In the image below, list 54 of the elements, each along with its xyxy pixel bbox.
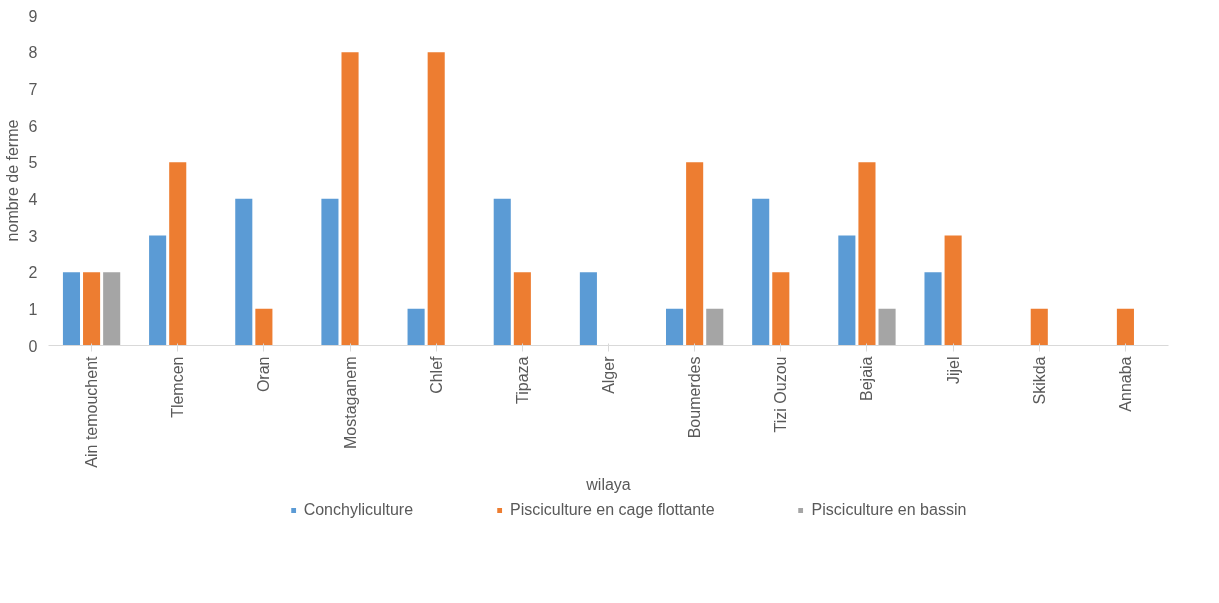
x-tick-label: Boumerdes: [686, 356, 704, 439]
bar: [235, 198, 253, 346]
bar: [944, 235, 962, 346]
legend-label: Conchyliculture: [303, 501, 414, 519]
bar: [579, 272, 597, 346]
x-tick-label: Alger: [600, 355, 617, 394]
y-tick-label: 7: [28, 80, 38, 98]
y-tick-label: 4: [28, 190, 38, 208]
y-axis-title: nombre de ferme: [3, 119, 21, 242]
x-tick-label: Bejaia: [858, 356, 876, 401]
bar: [1030, 308, 1048, 346]
bar: [752, 198, 770, 346]
bar: [666, 308, 684, 346]
bar: [341, 52, 359, 346]
x-tick-label: Oran: [255, 356, 273, 393]
x-tick-label: Mostaganem: [341, 356, 359, 449]
y-tick-label: 9: [28, 7, 38, 25]
x-tick-label: Annaba: [1116, 356, 1134, 412]
bar: [858, 162, 876, 346]
bar: [706, 308, 724, 346]
bar: [838, 235, 856, 346]
y-tick-label: 0: [28, 337, 38, 355]
bar: [513, 272, 531, 346]
x-tick-label: Tizi Ouzou: [772, 356, 790, 433]
bar: [772, 272, 790, 346]
bar: [878, 308, 896, 346]
y-tick-label: 8: [28, 44, 38, 62]
x-tick-label: Ain temouchent: [83, 355, 101, 468]
bar: [321, 198, 339, 346]
y-tick-label: 6: [28, 117, 38, 135]
bar: [103, 272, 121, 346]
legend-label: Pisciculture en bassin: [811, 501, 967, 519]
bar: [255, 308, 273, 346]
x-tick-label: Skikda: [1030, 356, 1048, 405]
x-tick-label: Tipaza: [513, 356, 531, 404]
bar: [427, 52, 445, 346]
x-tick-label: Jijel: [944, 356, 962, 385]
y-tick-label: 3: [28, 227, 38, 245]
bar: [169, 162, 187, 346]
bar: [493, 198, 511, 346]
bar: [62, 272, 81, 346]
bar: [686, 162, 704, 346]
bar: [407, 308, 425, 346]
legend-label: Pisciculture en cage flottante: [510, 501, 715, 519]
x-tick-label: Chlef: [427, 355, 445, 394]
bar: [83, 272, 101, 346]
x-axis-title: wilaya: [585, 475, 631, 493]
y-tick-label: 5: [28, 154, 38, 172]
bar: [924, 272, 942, 346]
bar: [1116, 308, 1134, 346]
x-tick-label: Tlemcen: [169, 356, 187, 418]
bar: [149, 235, 167, 346]
y-tick-label: 1: [28, 300, 38, 318]
y-tick-label: 2: [28, 264, 38, 282]
